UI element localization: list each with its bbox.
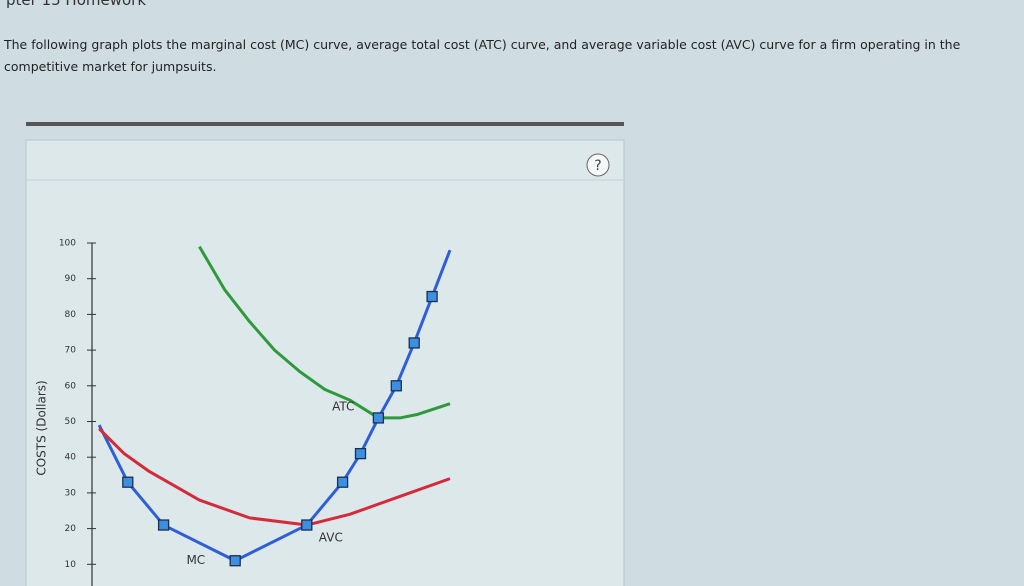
point-marker: [390, 380, 402, 392]
point-marker: [408, 337, 420, 349]
point-marker: [336, 476, 349, 488]
curve: [198, 245, 451, 420]
point-marker: [301, 519, 313, 531]
y-tick-label: 80: [65, 310, 77, 320]
chart-panel: [25, 139, 625, 586]
y-tick-label: 50: [65, 417, 77, 427]
point-marker: [229, 555, 241, 567]
curve-label: MC: [186, 553, 205, 567]
curve-label: ATC: [332, 399, 354, 413]
point-marker: [122, 476, 134, 488]
help-button[interactable]: [586, 153, 610, 177]
y-tick-label: 10: [65, 560, 77, 570]
point-marker: [157, 519, 170, 531]
point-marker: [354, 447, 367, 460]
curve: [98, 427, 451, 527]
y-axis-title: COSTS (Dollars): [35, 380, 49, 475]
help-icon[interactable]: ?: [594, 158, 601, 174]
point-marker: [372, 412, 385, 424]
curve: [97, 249, 452, 563]
y-tick-label: 20: [65, 524, 77, 534]
y-tick-label: 60: [65, 381, 77, 391]
y-tick-label: 90: [65, 274, 77, 284]
curve-label: AVC: [319, 531, 343, 545]
question-text: The following graph plots the marginal c…: [4, 37, 961, 74]
divider: [26, 122, 624, 126]
y-tick-label: 70: [65, 346, 77, 356]
y-tick-label: 30: [65, 488, 77, 498]
point-marker: [426, 290, 438, 303]
header-title: pter 15 Homework: [6, 0, 147, 9]
y-tick-label: 100: [59, 239, 76, 249]
y-tick-label: 40: [65, 453, 77, 463]
